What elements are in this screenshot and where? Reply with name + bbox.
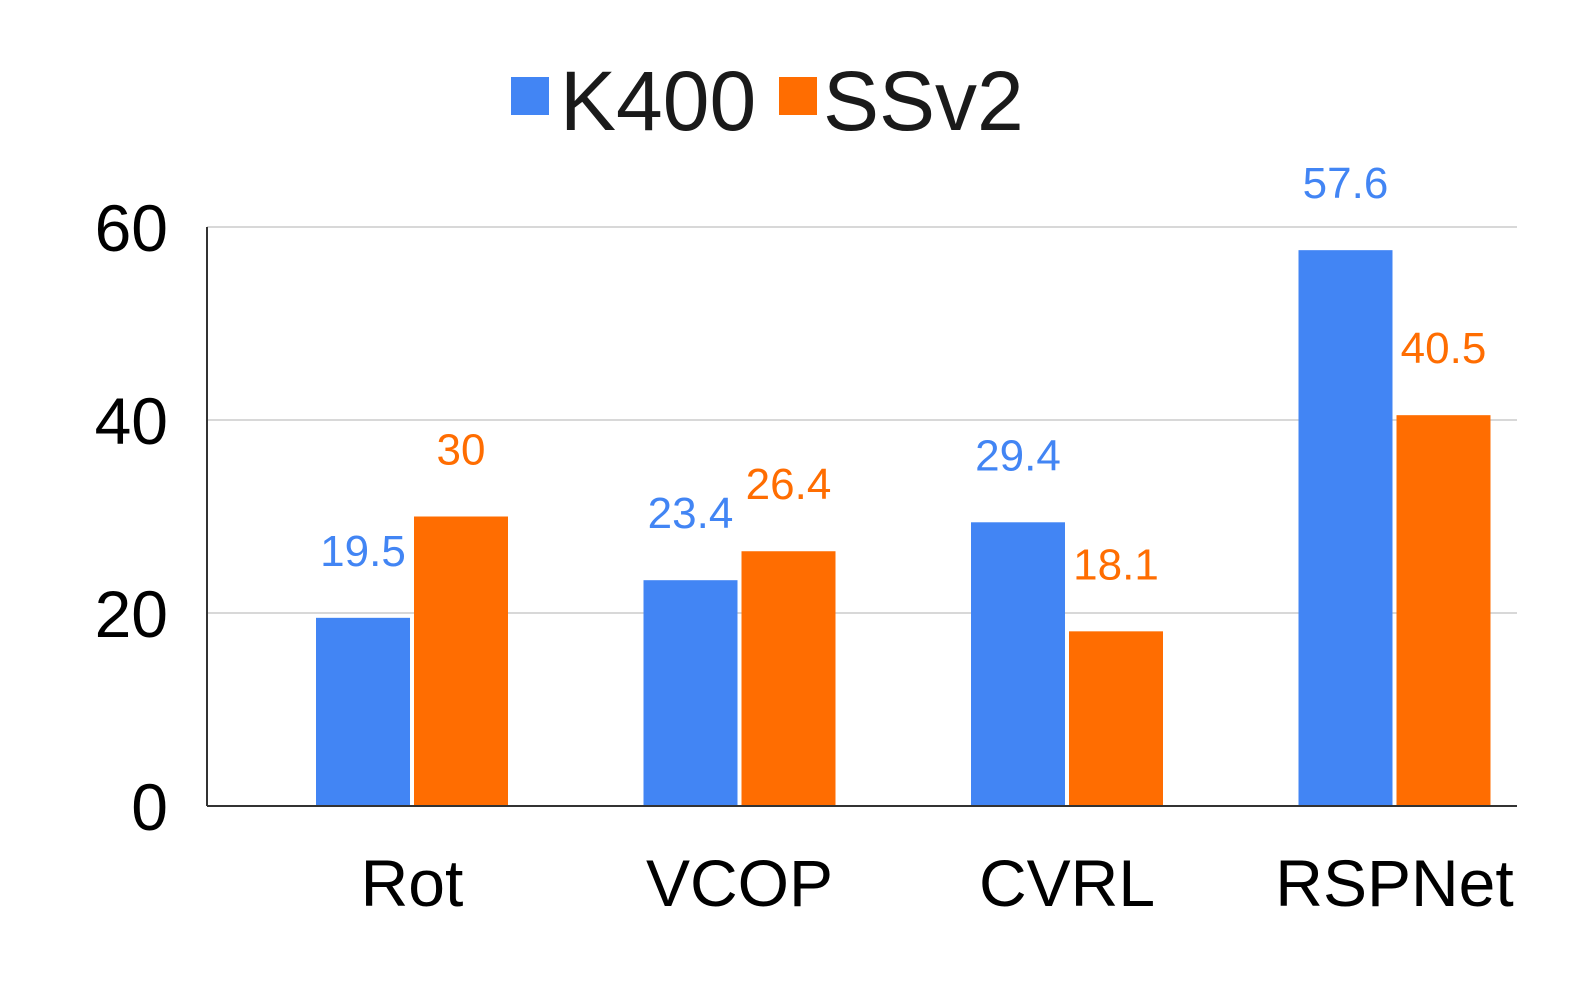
axes: [206, 227, 1517, 807]
data-label: 26.4: [746, 460, 832, 509]
y-tick-label: 0: [131, 770, 168, 844]
data-label: 30: [437, 426, 486, 475]
data-label: 18.1: [1073, 540, 1159, 589]
legend-swatch-ssv2: [779, 77, 817, 115]
data-label: 23.4: [648, 489, 734, 538]
data-labels: 19.5 30 23.426.4 29.4 18.1 57.6 40.5: [320, 159, 1486, 589]
y-tick-label: 60: [95, 191, 168, 265]
bar-ssv2-rspnet: [1396, 415, 1491, 806]
bar-k400-rot: [316, 617, 410, 806]
bar-k400-cvrl: [971, 522, 1065, 806]
x-tick-label: CVRL: [979, 846, 1155, 920]
data-label: 57.6: [1303, 159, 1389, 208]
data-label: 40.5: [1401, 324, 1487, 373]
bar-k400-vcop: [643, 580, 738, 806]
y-tick-label: 20: [95, 577, 168, 651]
y-axis-ticks: 0 20 40 60: [95, 191, 168, 844]
legend: K400 SSv2: [511, 54, 1024, 148]
bar-k400-rspnet: [1298, 250, 1393, 806]
legend-label-k400: K400: [560, 54, 756, 148]
x-tick-label: RSPNet: [1275, 846, 1513, 920]
bar-ssv2-vcop: [741, 551, 836, 806]
x-tick-label: VCOP: [646, 846, 833, 920]
data-label: 29.4: [975, 431, 1061, 480]
data-label: 19.5: [320, 527, 406, 576]
bar-ssv2-cvrl: [1069, 631, 1163, 806]
bars: [316, 250, 1491, 806]
bar-ssv2-rot: [414, 516, 508, 806]
x-axis-categories: Rot VCOP CVRL RSPNet: [361, 846, 1514, 920]
legend-label-ssv2: SSv2: [823, 54, 1024, 148]
x-tick-label: Rot: [361, 846, 464, 920]
y-tick-label: 40: [95, 384, 168, 458]
legend-swatch-k400: [511, 77, 549, 115]
